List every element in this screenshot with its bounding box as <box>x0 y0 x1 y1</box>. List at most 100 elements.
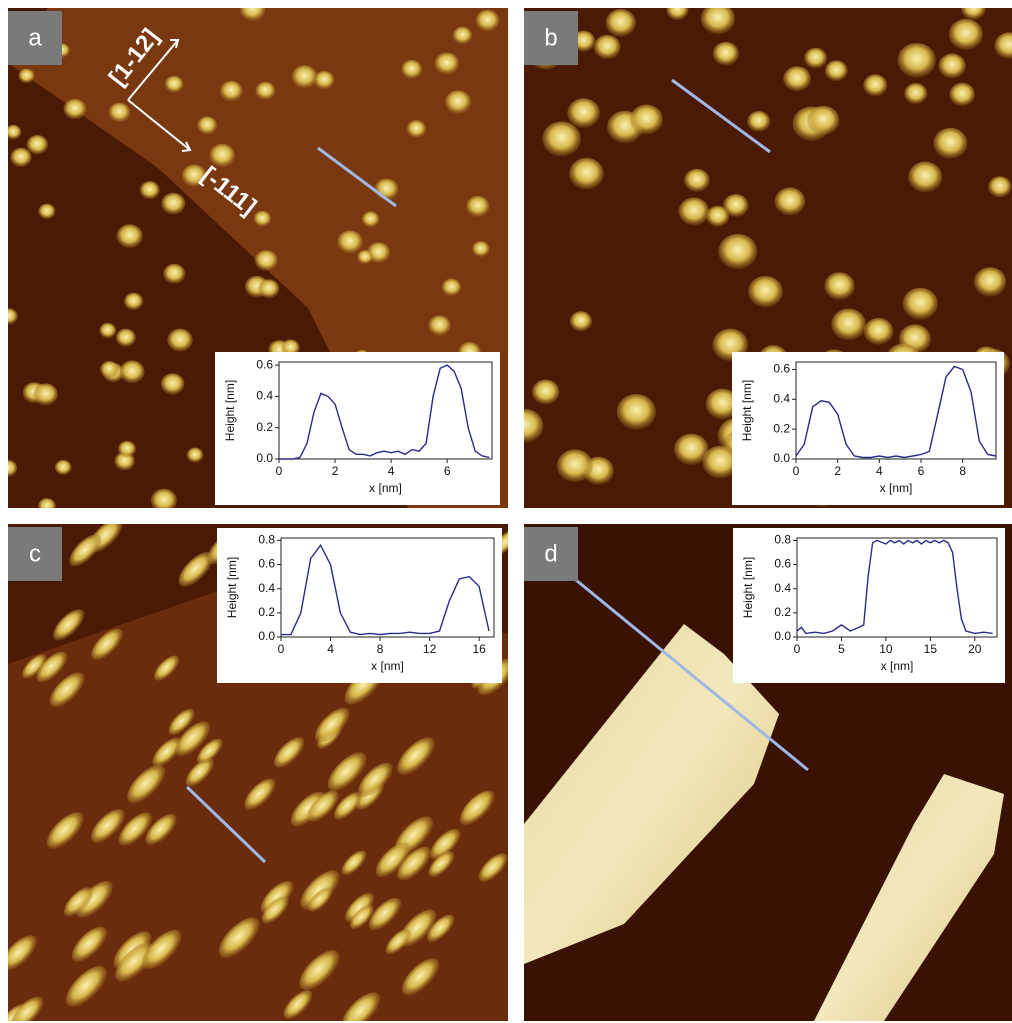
adsorbate <box>100 361 119 378</box>
y-tick-label: 0.2 <box>774 605 791 619</box>
y-tick-label: 0.0 <box>774 629 791 643</box>
adsorbate <box>109 103 131 123</box>
y-tick-label: 0.6 <box>774 557 791 571</box>
x-tick-label: 4 <box>876 464 883 478</box>
x-tick-label: 0 <box>278 642 285 656</box>
panel-label: d <box>544 540 557 567</box>
adsorbate <box>807 106 839 135</box>
x-tick-label: 4 <box>388 464 395 478</box>
adsorbate <box>337 230 363 253</box>
adsorbate <box>684 169 710 192</box>
adsorbate <box>357 250 373 264</box>
figure: a[1-12][-111]02460.00.20.40.6x [nm]Heigh… <box>0 0 1012 1023</box>
y-tick-label: 0.2 <box>258 605 275 619</box>
adsorbate <box>718 234 757 269</box>
y-axis-label: Height [nm] <box>741 557 755 618</box>
adsorbate <box>863 74 887 96</box>
x-tick-label: 16 <box>472 642 486 656</box>
adsorbate <box>606 9 636 37</box>
adsorbate <box>701 3 735 34</box>
adsorbate <box>55 460 72 475</box>
adsorbate <box>864 318 894 345</box>
adsorbate <box>938 53 965 78</box>
adsorbate <box>949 19 983 50</box>
adsorbate <box>255 82 275 100</box>
adsorbate <box>401 60 422 79</box>
panel-label: b <box>544 24 557 51</box>
adsorbate <box>63 99 86 120</box>
adsorbate <box>18 69 34 84</box>
y-axis-label: Height [nm] <box>225 557 239 618</box>
y-tick-label: 0.8 <box>774 533 791 547</box>
adsorbate <box>570 311 592 331</box>
adsorbate <box>831 309 866 341</box>
adsorbate <box>476 10 500 32</box>
adsorbate <box>151 489 177 513</box>
adsorbate <box>783 66 811 91</box>
adsorbate <box>165 76 184 93</box>
adsorbate <box>99 323 116 338</box>
adsorbate <box>5 125 21 140</box>
adsorbate <box>220 81 243 102</box>
adsorbate <box>161 373 185 395</box>
panel-label: a <box>28 24 42 51</box>
adsorbate <box>118 441 136 457</box>
x-tick-label: 0 <box>276 464 283 478</box>
adsorbate <box>140 181 160 199</box>
adsorbate <box>532 380 560 405</box>
adsorbate <box>594 35 621 59</box>
adsorbate <box>630 105 663 135</box>
adsorbate <box>933 128 967 159</box>
y-tick-label: 0.6 <box>258 557 275 571</box>
x-axis-label: x [nm] <box>880 481 913 495</box>
stm-panel: c04812160.00.20.40.60.8x [nm]Height [nm] <box>0 513 522 1023</box>
adsorbate <box>435 52 459 74</box>
adsorbate <box>466 196 489 217</box>
adsorbate <box>314 71 334 90</box>
y-tick-label: 0.0 <box>258 629 275 643</box>
adsorbate <box>506 409 543 443</box>
adsorbate <box>124 293 143 311</box>
adsorbate <box>904 83 927 104</box>
adsorbate <box>0 308 18 324</box>
y-tick-label: 0.0 <box>773 451 790 465</box>
adsorbate <box>163 264 185 284</box>
x-axis-label: x [nm] <box>371 659 404 673</box>
adsorbate <box>747 111 770 132</box>
adsorbate <box>824 272 854 300</box>
adsorbate <box>617 394 656 430</box>
adsorbate <box>898 43 936 78</box>
adsorbate <box>254 211 272 227</box>
adsorbate <box>161 193 185 215</box>
adsorbate <box>38 204 55 220</box>
x-tick-label: 5 <box>838 642 845 656</box>
adsorbate <box>38 498 56 514</box>
adsorbate <box>908 162 942 193</box>
adsorbate <box>255 250 278 271</box>
x-tick-label: 4 <box>327 642 334 656</box>
x-tick-label: 15 <box>924 642 938 656</box>
y-axis-label: Height [nm] <box>223 380 237 441</box>
adsorbate <box>569 158 604 189</box>
adsorbate <box>292 65 318 88</box>
x-tick-label: 10 <box>879 642 893 656</box>
stm-panel: b024680.00.20.40.6x [nm]Height [nm] <box>506 0 1012 508</box>
adsorbate <box>903 288 938 320</box>
adsorbate <box>33 383 57 405</box>
y-tick-label: 0.4 <box>258 581 275 595</box>
adsorbate <box>120 360 145 383</box>
y-tick-label: 0.2 <box>256 420 273 434</box>
y-tick-label: 0.4 <box>774 581 791 595</box>
y-tick-label: 0.4 <box>773 391 790 405</box>
adsorbate <box>362 211 380 227</box>
adsorbate <box>116 224 142 248</box>
adsorbate <box>678 198 709 226</box>
x-axis-label: x [nm] <box>881 659 914 673</box>
adsorbate <box>472 241 489 257</box>
adsorbate <box>748 276 783 308</box>
adsorbate <box>775 188 806 216</box>
adsorbate <box>666 0 688 20</box>
adsorbate <box>445 90 471 114</box>
